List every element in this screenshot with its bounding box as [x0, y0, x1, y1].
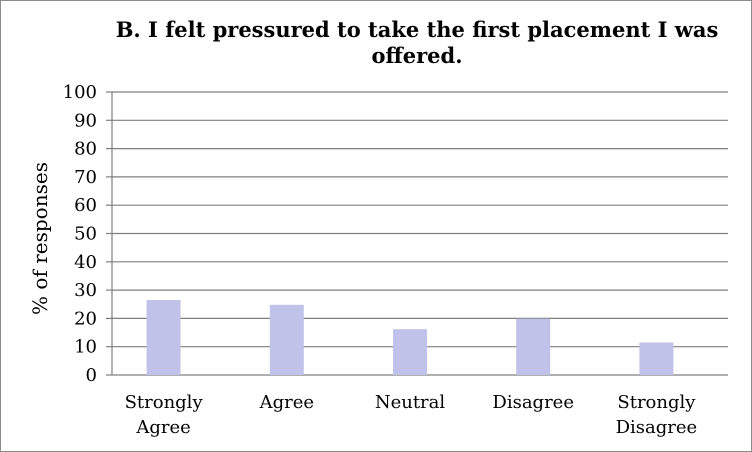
- chart-title-line: offered.: [371, 43, 462, 68]
- y-tick-label: 20: [74, 308, 97, 329]
- y-tick-label: 80: [74, 139, 97, 160]
- y-tick-label: 0: [86, 365, 97, 386]
- y-tick-label: 70: [74, 167, 97, 188]
- x-axis-categories: Strongly Agree Agree Neutral Disagree Strongl…: [125, 392, 698, 438]
- bar: [639, 342, 674, 375]
- x-category-label: Strongly Agree: [125, 392, 204, 438]
- x-category-label: Disagree: [492, 392, 574, 413]
- gridlines: [106, 91, 728, 376]
- x-category-label: Neutral: [375, 392, 446, 413]
- y-axis-label-text: % of responses: [28, 162, 52, 315]
- bars: [146, 300, 674, 375]
- x-category-label: Agree: [259, 392, 314, 413]
- bar: [269, 304, 304, 375]
- chart-title-line: B. I felt pressured to take the first pl…: [116, 17, 719, 42]
- bar: [393, 329, 427, 375]
- y-axis-ticks: 0 10 20 30 40 50 60 70 80 90 100: [63, 82, 97, 386]
- x-category-label: Strongly Disagree: [616, 392, 698, 438]
- y-tick-label: 40: [74, 252, 97, 273]
- bar: [516, 318, 551, 375]
- chart-title: B. I felt pressured to take the first pl…: [116, 17, 719, 68]
- y-tick-label: 100: [63, 82, 97, 103]
- y-tick-label: 50: [74, 224, 97, 245]
- y-tick-label: 90: [74, 110, 97, 131]
- y-tick-label: 30: [74, 280, 97, 301]
- bar: [146, 300, 181, 375]
- y-axis-label: % of responses: [28, 162, 52, 315]
- y-tick-label: 10: [74, 337, 97, 358]
- y-tick-label: 60: [74, 195, 97, 216]
